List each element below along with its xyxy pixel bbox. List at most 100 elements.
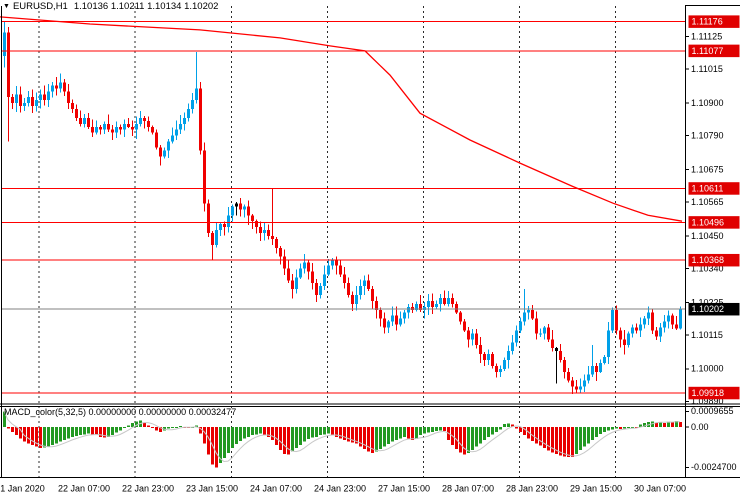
macd-bar bbox=[347, 426, 350, 442]
macd-bar bbox=[559, 426, 562, 456]
macd-bar bbox=[343, 426, 346, 441]
macd-bar bbox=[71, 426, 74, 437]
candle-body bbox=[251, 215, 254, 222]
macd-bar bbox=[159, 426, 162, 432]
candle-body bbox=[591, 365, 594, 375]
macd-bar bbox=[171, 426, 174, 428]
candle-body bbox=[423, 306, 426, 310]
macd-bar bbox=[379, 426, 382, 450]
macd-bar bbox=[151, 426, 154, 428]
macd-bar bbox=[127, 425, 130, 427]
candle-body bbox=[39, 94, 42, 101]
line-price-badge bbox=[688, 44, 740, 58]
macd-bar bbox=[479, 426, 482, 444]
macd-bar bbox=[39, 426, 42, 449]
candle-body bbox=[167, 141, 170, 151]
time-axis-label: 24 Jan 23:00 bbox=[314, 483, 366, 493]
candle-body bbox=[187, 109, 190, 118]
macd-bar bbox=[483, 426, 486, 441]
macd-bar bbox=[295, 426, 298, 449]
macd-bar bbox=[179, 426, 182, 428]
candle-body bbox=[331, 259, 334, 266]
line-price-badge bbox=[688, 216, 740, 229]
price-tick-label: 1.10225 bbox=[691, 297, 724, 307]
candle-body bbox=[83, 117, 86, 124]
macd-bar bbox=[551, 426, 554, 453]
macd-bar bbox=[419, 426, 422, 436]
macd-bar bbox=[75, 426, 78, 436]
candle-body bbox=[563, 359, 566, 372]
macd-bar bbox=[631, 426, 634, 428]
macd-tick-label: 0.00 bbox=[691, 422, 709, 432]
macd-bar bbox=[23, 426, 26, 442]
macd-bar bbox=[299, 426, 302, 445]
horizontal-lines-group bbox=[1, 21, 685, 394]
macd-bar bbox=[303, 426, 306, 442]
macd-bar bbox=[83, 426, 86, 435]
macd-bar bbox=[351, 426, 354, 443]
candle-body bbox=[59, 82, 62, 89]
line-price-badge-text: 1.10496 bbox=[692, 217, 725, 227]
candle-body bbox=[451, 297, 454, 304]
macd-bar bbox=[123, 426, 126, 428]
candles-group bbox=[3, 21, 682, 394]
symbol-dropdown-icon[interactable]: ▼ bbox=[3, 3, 10, 10]
candle-body bbox=[615, 309, 618, 331]
macd-bar bbox=[507, 423, 510, 427]
candle-body bbox=[467, 330, 470, 340]
macd-bar bbox=[671, 422, 674, 427]
candle-body bbox=[283, 256, 286, 269]
candle-body bbox=[343, 274, 346, 284]
candle-body bbox=[639, 324, 642, 331]
price-tick-label: 1.10790 bbox=[691, 130, 724, 140]
candle-body bbox=[235, 203, 238, 207]
macd-bar bbox=[523, 426, 526, 436]
candle-body bbox=[371, 289, 374, 301]
line-price-badge bbox=[688, 386, 740, 400]
time-axis-label: 28 Jan 23:00 bbox=[506, 483, 558, 493]
macd-bar bbox=[499, 426, 502, 430]
candle-body bbox=[363, 280, 366, 287]
candle-body bbox=[259, 227, 262, 234]
candle-body bbox=[19, 94, 22, 107]
macd-bar bbox=[407, 426, 410, 439]
macd-bar bbox=[91, 426, 94, 435]
candle-body bbox=[247, 206, 250, 216]
macd-bar bbox=[583, 426, 586, 447]
candle-body bbox=[479, 345, 482, 355]
candle-body bbox=[463, 321, 466, 331]
candle-body bbox=[383, 318, 386, 328]
candle-body bbox=[443, 297, 446, 304]
price-tick-label: 1.10000 bbox=[691, 364, 724, 374]
candle-body bbox=[619, 330, 622, 340]
macd-bar bbox=[319, 426, 322, 436]
candle-body bbox=[547, 327, 550, 340]
candle-body bbox=[315, 283, 318, 296]
candle-body bbox=[223, 224, 226, 228]
macd-bar bbox=[275, 426, 278, 445]
candle-body bbox=[339, 265, 342, 275]
line-price-badge-text: 1.10368 bbox=[692, 255, 725, 265]
candle-body bbox=[659, 327, 662, 337]
macd-bar bbox=[395, 426, 398, 441]
candle-body bbox=[459, 312, 462, 322]
macd-bar bbox=[599, 426, 602, 434]
macd-bar bbox=[79, 426, 82, 436]
macd-bar bbox=[327, 426, 330, 434]
candle-body bbox=[499, 368, 502, 372]
macd-bar bbox=[339, 426, 342, 439]
macd-bar bbox=[667, 421, 670, 427]
candle-body bbox=[675, 324, 678, 329]
line-price-badge-text: 1.11176 bbox=[692, 17, 723, 27]
macd-bar bbox=[443, 426, 446, 432]
candle-body bbox=[267, 230, 270, 236]
macd-bar bbox=[203, 426, 206, 444]
macd-bar bbox=[51, 426, 54, 445]
candle-body bbox=[23, 103, 26, 107]
macd-bar bbox=[467, 426, 470, 454]
candle-body bbox=[587, 374, 590, 381]
macd-bar bbox=[115, 426, 118, 433]
macd-bar bbox=[615, 426, 618, 429]
candle-body bbox=[631, 327, 634, 334]
